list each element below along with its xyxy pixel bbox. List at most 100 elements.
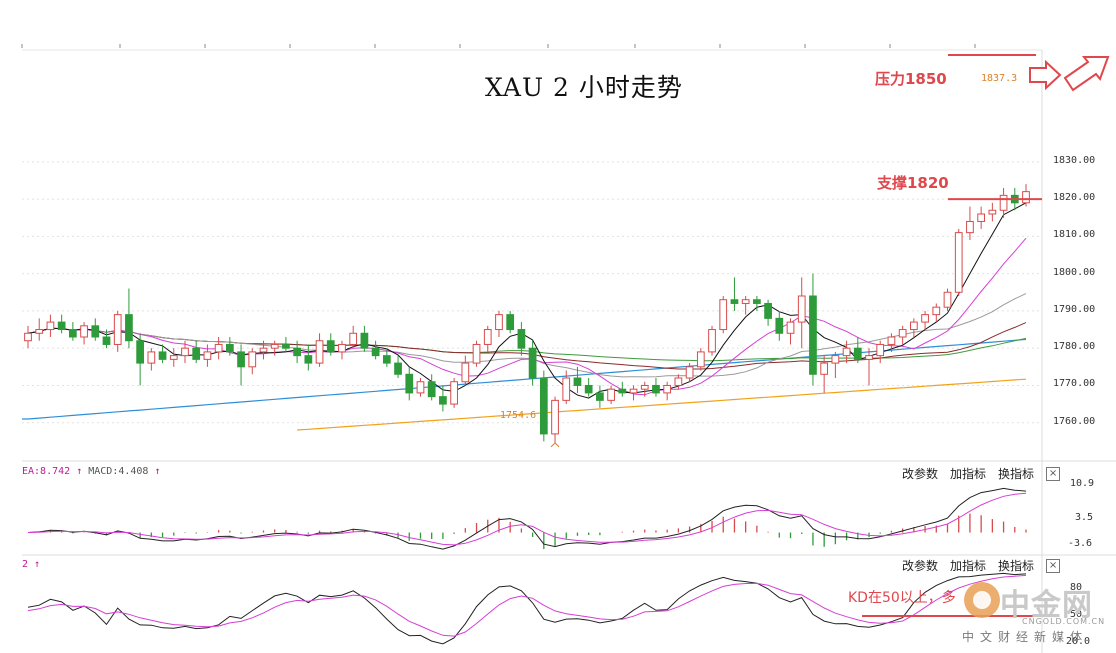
candle	[125, 314, 133, 342]
macd-switch-indicator-button[interactable]: 换指标	[998, 467, 1035, 481]
support-label: 支撑1820	[877, 174, 949, 192]
candle	[439, 396, 447, 405]
candle	[472, 343, 481, 364]
low-marker	[550, 442, 560, 448]
macd-tick: -3.6	[1068, 538, 1093, 549]
top-price-tag: 1837.3	[981, 73, 1018, 84]
candle	[853, 347, 862, 360]
macd-value-label: MACD:4.408	[88, 466, 149, 477]
price-tick: 1830.00	[1053, 154, 1096, 166]
candle	[640, 384, 649, 390]
candle	[259, 347, 268, 353]
candle	[136, 340, 144, 364]
candle	[954, 232, 963, 293]
candle	[192, 347, 201, 360]
candle	[898, 329, 907, 338]
candle	[741, 299, 750, 304]
watermark-domain: CNGOLD.COM.CN	[1022, 617, 1106, 626]
candle	[147, 351, 156, 364]
ma-line-40	[27, 322, 1027, 370]
candle	[1022, 191, 1030, 204]
candle	[618, 388, 627, 394]
candle	[270, 343, 279, 349]
candle	[483, 329, 492, 345]
candle	[943, 291, 952, 308]
ma-line-orange	[297, 378, 1027, 431]
candle	[35, 329, 44, 334]
candle	[719, 299, 728, 331]
candle	[181, 347, 189, 357]
kd-switch-indicator-button[interactable]: 换指标	[998, 559, 1035, 573]
kd-add-indicator-button[interactable]: 加指标	[950, 559, 987, 573]
kd-note: KD在50以上，多	[848, 590, 956, 606]
price-tick: 1780.00	[1053, 341, 1096, 353]
candle	[977, 213, 986, 222]
macd-dif-line	[27, 487, 1027, 550]
kd-change-params-button[interactable]: 改参数	[902, 559, 939, 573]
chart-title: XAU 2 小时走势	[485, 73, 683, 102]
candle	[169, 355, 178, 360]
candle	[495, 314, 503, 331]
kd-tick: 80	[1070, 582, 1083, 593]
candle	[80, 325, 88, 338]
candle	[831, 355, 840, 364]
candle	[102, 336, 111, 345]
candle	[596, 392, 604, 401]
price-tick: 1790.00	[1053, 303, 1096, 315]
macd-toolbar: 改参数 加指标 换指标 ×	[902, 465, 1061, 482]
arrow-right-icon	[1029, 59, 1062, 91]
arrow-up-right-icon	[1063, 56, 1110, 92]
watermark-tagline: 中文财经新媒体	[962, 630, 1089, 644]
candle	[775, 317, 784, 334]
price-tick: 1820.00	[1053, 192, 1096, 204]
candle	[932, 306, 941, 316]
candle	[887, 336, 896, 345]
candle	[764, 302, 772, 319]
kd-tick: 50	[1070, 609, 1083, 620]
ma-line-10	[27, 237, 1027, 396]
macd-tick: 10.9	[1070, 478, 1095, 489]
kd-param-label: 2	[22, 559, 29, 570]
candle	[573, 377, 582, 386]
candle	[57, 321, 66, 331]
kd-k-line	[27, 572, 1027, 645]
candle	[988, 209, 997, 215]
macd-change-params-button[interactable]: 改参数	[902, 467, 939, 481]
kd-d-line	[27, 574, 1027, 637]
candle	[629, 388, 638, 394]
ma-line-blue	[22, 338, 1027, 420]
candle	[786, 321, 795, 334]
candle	[416, 381, 425, 394]
candle	[607, 388, 615, 401]
macd-add-indicator-button[interactable]: 加指标	[950, 467, 987, 481]
price-tick: 1800.00	[1053, 266, 1096, 278]
resistance-label: 压力1850	[875, 70, 947, 88]
candle	[405, 373, 414, 394]
candle	[730, 299, 739, 304]
candle	[24, 332, 32, 342]
candle	[539, 377, 548, 435]
candle	[304, 355, 313, 364]
kd-label: 2 ↑	[22, 559, 41, 570]
candle	[562, 377, 571, 401]
candle	[113, 314, 122, 345]
candle	[349, 332, 358, 345]
candle	[663, 384, 672, 394]
candle	[708, 329, 716, 353]
candle	[753, 299, 761, 304]
candle	[966, 220, 974, 234]
ma-line-20	[27, 293, 1027, 378]
macd-close-icon[interactable]: ×	[1046, 466, 1061, 481]
candle	[876, 343, 885, 357]
kd-close-icon[interactable]: ×	[1046, 558, 1061, 573]
candle	[809, 295, 817, 375]
candle	[315, 340, 324, 364]
watermark-brand: 中金网	[1000, 588, 1093, 623]
candle	[360, 332, 369, 349]
macd-tick: 3.5	[1075, 512, 1094, 523]
candle	[999, 194, 1008, 211]
ma-line-5	[27, 202, 1027, 399]
candle	[865, 355, 873, 360]
kd-tick: 20.0	[1066, 636, 1091, 647]
